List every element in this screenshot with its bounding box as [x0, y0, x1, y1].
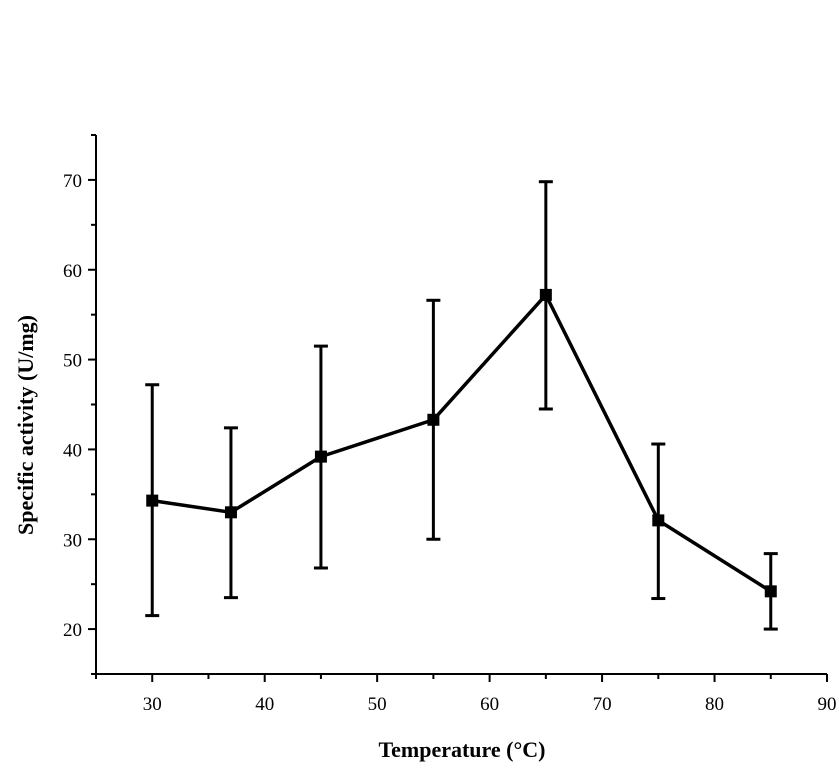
- data-point-marker: [427, 413, 440, 426]
- x-tick-label: 90: [818, 694, 837, 715]
- y-axis-title: Specific activity (U/mg): [13, 315, 38, 535]
- x-tick-label: 30: [143, 694, 162, 715]
- y-tick-label: 70: [63, 171, 82, 192]
- data-point-marker: [146, 494, 159, 507]
- axes: 20 30 40 50 60 70 30 40 50 60 70 80 90: [63, 134, 837, 715]
- y-tick-label: 40: [63, 440, 82, 461]
- y-tick-label: 20: [63, 620, 82, 641]
- data-point-marker: [652, 514, 665, 527]
- data-point-marker: [764, 585, 777, 598]
- x-tick-label: 80: [705, 694, 724, 715]
- x-tick-label: 40: [255, 694, 274, 715]
- x-tick-label: 70: [593, 694, 612, 715]
- x-tick-label: 50: [368, 694, 387, 715]
- x-tick-label: 60: [480, 694, 499, 715]
- data-point-marker: [539, 288, 552, 301]
- markers: [146, 288, 777, 598]
- series-line: [151, 293, 772, 593]
- y-tick-label: 60: [63, 261, 82, 282]
- x-axis-title: Temperature (°C): [378, 737, 545, 762]
- y-tick-label: 50: [63, 351, 82, 372]
- data-point-marker: [314, 450, 327, 463]
- error-bars: [145, 180, 778, 631]
- y-tick-label: 30: [63, 530, 82, 551]
- series-polyline: [151, 293, 772, 593]
- data-point-marker: [224, 506, 237, 519]
